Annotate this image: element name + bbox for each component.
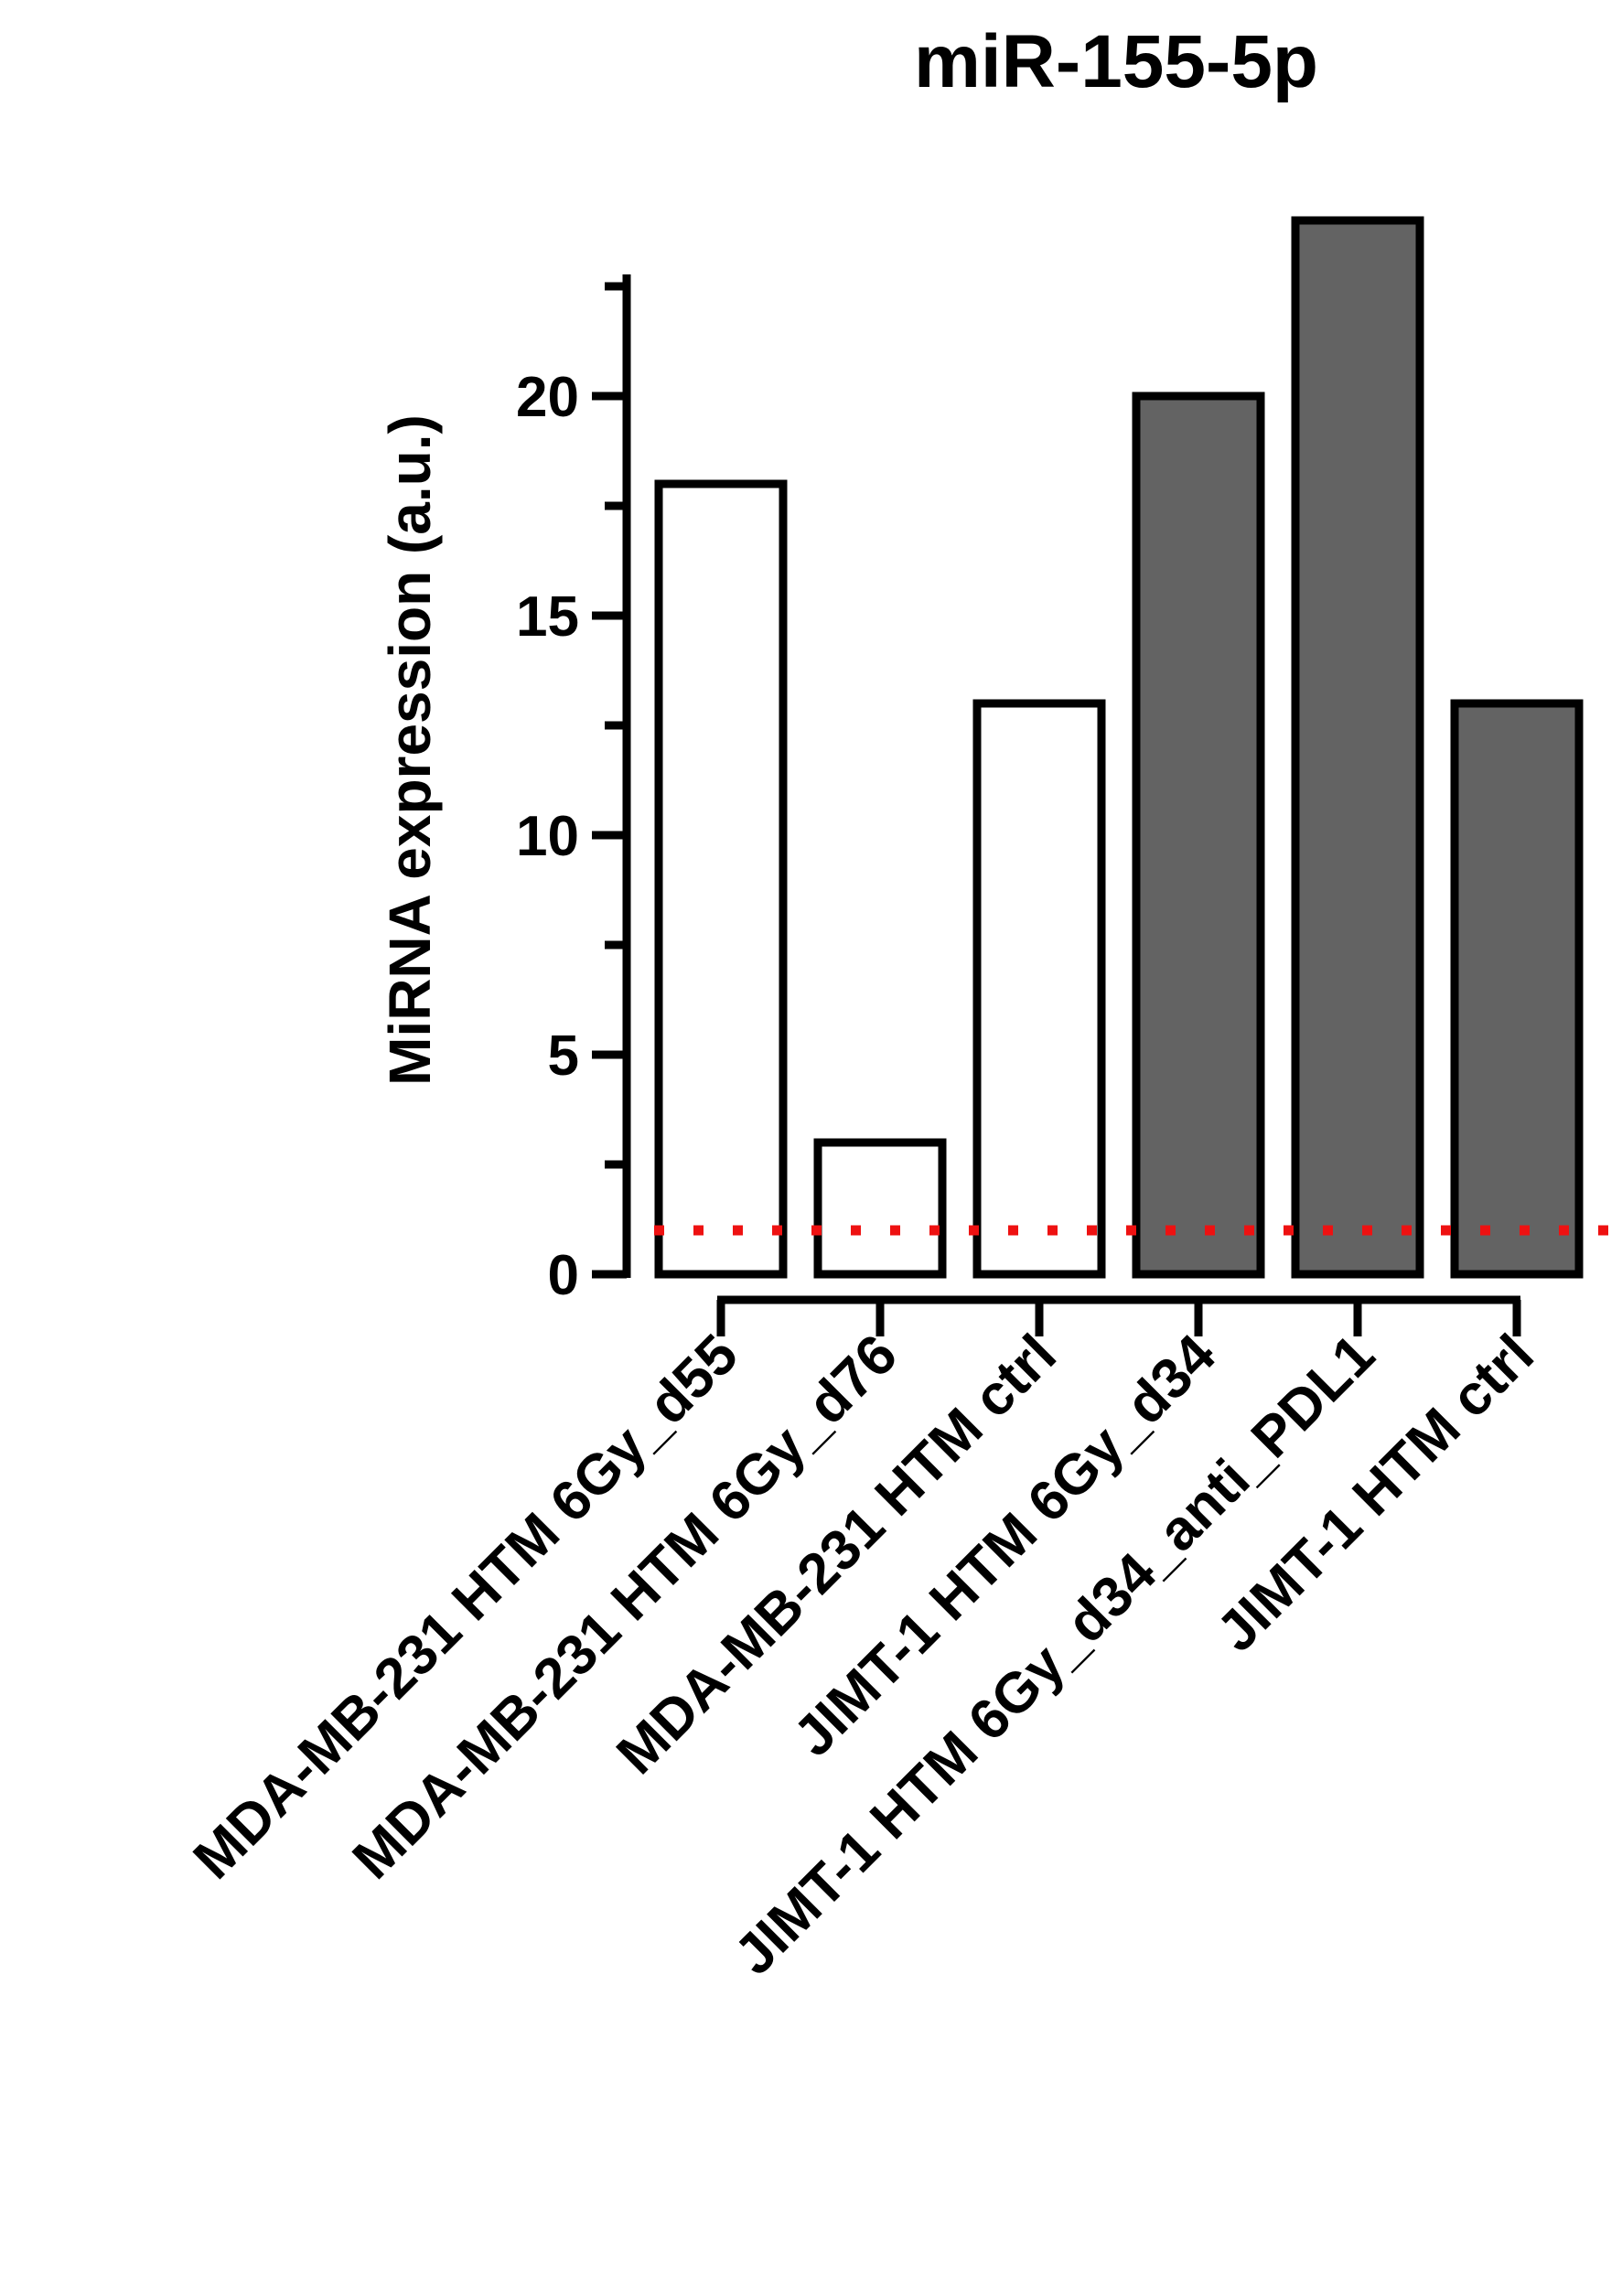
- bar-2: [813, 1138, 947, 1279]
- bar-3: [972, 699, 1106, 1279]
- bars-group: [654, 216, 1584, 1279]
- y-axis: 0 5 10 15 20: [516, 274, 631, 1307]
- y-tick-label: 10: [516, 805, 579, 868]
- y-axis-label: MiRNA expression (a.u.): [377, 414, 443, 1086]
- chart-title: miR-155-5p: [914, 20, 1318, 103]
- y-tick-label: 20: [516, 366, 579, 429]
- bar-1: [654, 479, 788, 1279]
- y-tick-label: 15: [516, 585, 579, 649]
- bar-4: [1132, 392, 1265, 1279]
- y-tick-label: 0: [548, 1244, 579, 1307]
- bar-5: [1291, 216, 1424, 1279]
- bar-6: [1450, 699, 1584, 1279]
- y-tick-label: 5: [548, 1025, 579, 1088]
